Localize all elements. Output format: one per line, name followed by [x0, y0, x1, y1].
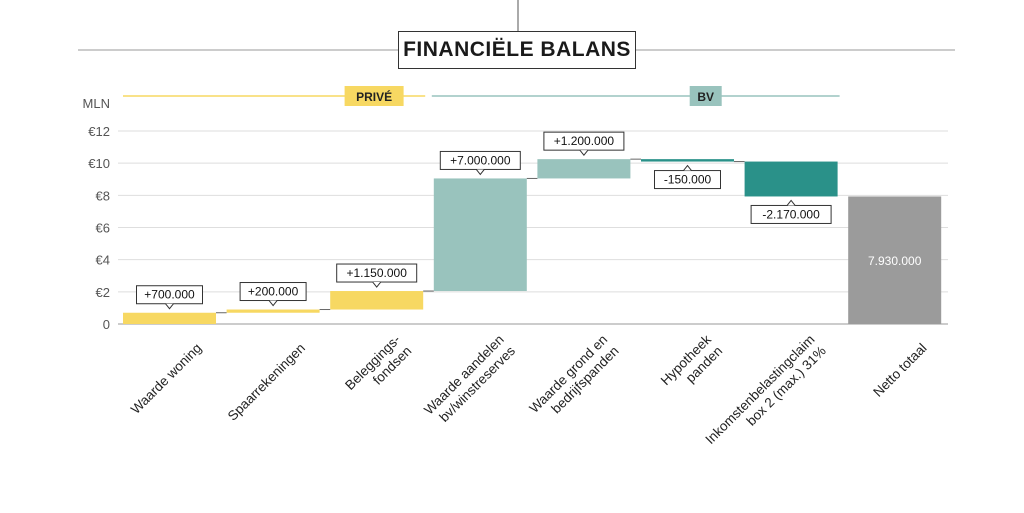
- y-axis-unit-label: MLN: [83, 96, 110, 111]
- waterfall-bar: [433, 178, 527, 292]
- x-category-label-line: Waarde woning: [128, 340, 205, 417]
- waterfall-bar: [848, 196, 942, 324]
- value-callout-pointer: [268, 300, 278, 307]
- x-category-label: Waarde woning: [128, 340, 205, 417]
- x-category-label: Spaarrekeningen: [225, 340, 308, 423]
- y-tick-label: €8: [96, 188, 110, 203]
- value-callout: -150.000: [654, 164, 721, 190]
- value-label: +1.200.000: [554, 134, 615, 148]
- group-label-background: [344, 86, 404, 106]
- x-category-label: Waarde grond enbedrijfspanden: [526, 332, 621, 427]
- value-callout: +200.000: [239, 282, 307, 307]
- total-value-label: 7.930.000: [868, 254, 922, 268]
- waterfall-bar: [330, 291, 424, 310]
- waterfall-bar: [641, 159, 734, 162]
- x-category-label: Beleggings-fondsen: [342, 332, 414, 404]
- value-callout-pointer: [683, 164, 692, 171]
- value-label: -150.000: [664, 173, 712, 187]
- x-category-label: Waarde aandelenbv/winstreserves: [421, 332, 518, 429]
- value-callout-pointer: [165, 303, 174, 310]
- waterfall-bar: [123, 312, 216, 324]
- value-label: +200.000: [248, 285, 299, 299]
- group-label-background: [689, 86, 722, 106]
- x-category-label-line: Netto totaal: [870, 340, 929, 399]
- value-callout-pointer: [579, 149, 589, 156]
- waterfall-bar: [537, 159, 631, 179]
- value-callout: +700.000: [136, 285, 203, 310]
- chart-title: FINANCIËLE BALANS: [398, 31, 636, 69]
- value-callout-pointer: [372, 281, 382, 288]
- y-tick-label: €12: [88, 124, 110, 139]
- value-callout-pointer: [475, 169, 485, 176]
- value-label: +7.000.000: [450, 153, 511, 167]
- x-category-label-line: Spaarrekeningen: [225, 340, 308, 423]
- y-tick-label: €6: [96, 221, 110, 236]
- y-tick-label: €10: [88, 156, 110, 171]
- value-label: -2.170.000: [762, 207, 820, 221]
- value-callout: +1.150.000: [336, 263, 418, 288]
- value-callout: +1.200.000: [543, 131, 625, 156]
- value-callout: +7.000.000: [439, 150, 521, 176]
- group-label: PRIVÉ: [356, 89, 392, 104]
- group-label: BV: [697, 90, 714, 104]
- y-tick-label: €4: [96, 253, 110, 268]
- value-callout: -2.170.000: [750, 199, 832, 224]
- x-category-label: Hypotheekpanden: [658, 332, 726, 400]
- y-tick-label: 0: [103, 317, 110, 332]
- value-label: +1.150.000: [346, 266, 407, 280]
- value-label: +700.000: [144, 288, 195, 302]
- y-tick-label: €2: [96, 285, 110, 300]
- waterfall-bar: [226, 309, 320, 313]
- x-category-label: Netto totaal: [870, 340, 929, 399]
- value-callout-pointer: [786, 199, 796, 206]
- waterfall-bar: [744, 161, 838, 197]
